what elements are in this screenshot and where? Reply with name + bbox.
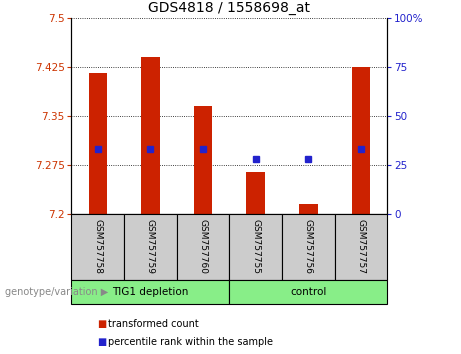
- Text: GSM757756: GSM757756: [304, 219, 313, 274]
- Bar: [335, 214, 387, 280]
- Bar: [299, 204, 318, 214]
- Bar: [229, 214, 282, 280]
- Bar: [141, 57, 160, 214]
- Bar: [352, 67, 370, 214]
- Bar: [177, 214, 229, 280]
- Text: GSM757760: GSM757760: [199, 219, 207, 274]
- Bar: [229, 280, 387, 304]
- Text: GSM757759: GSM757759: [146, 219, 155, 274]
- Bar: [124, 214, 177, 280]
- Bar: [71, 214, 124, 280]
- Text: ■: ■: [97, 319, 106, 329]
- Bar: [247, 172, 265, 214]
- Text: GSM757758: GSM757758: [93, 219, 102, 274]
- Text: control: control: [290, 287, 326, 297]
- Bar: [282, 214, 335, 280]
- Text: genotype/variation ▶: genotype/variation ▶: [5, 287, 108, 297]
- Bar: [89, 73, 107, 214]
- Text: percentile rank within the sample: percentile rank within the sample: [108, 337, 273, 347]
- Text: GSM757755: GSM757755: [251, 219, 260, 274]
- Text: transformed count: transformed count: [108, 319, 199, 329]
- Title: GDS4818 / 1558698_at: GDS4818 / 1558698_at: [148, 1, 310, 15]
- Bar: [194, 106, 212, 214]
- Text: GSM757757: GSM757757: [356, 219, 366, 274]
- Bar: [71, 280, 230, 304]
- Text: TIG1 depletion: TIG1 depletion: [112, 287, 189, 297]
- Text: ■: ■: [97, 337, 106, 347]
